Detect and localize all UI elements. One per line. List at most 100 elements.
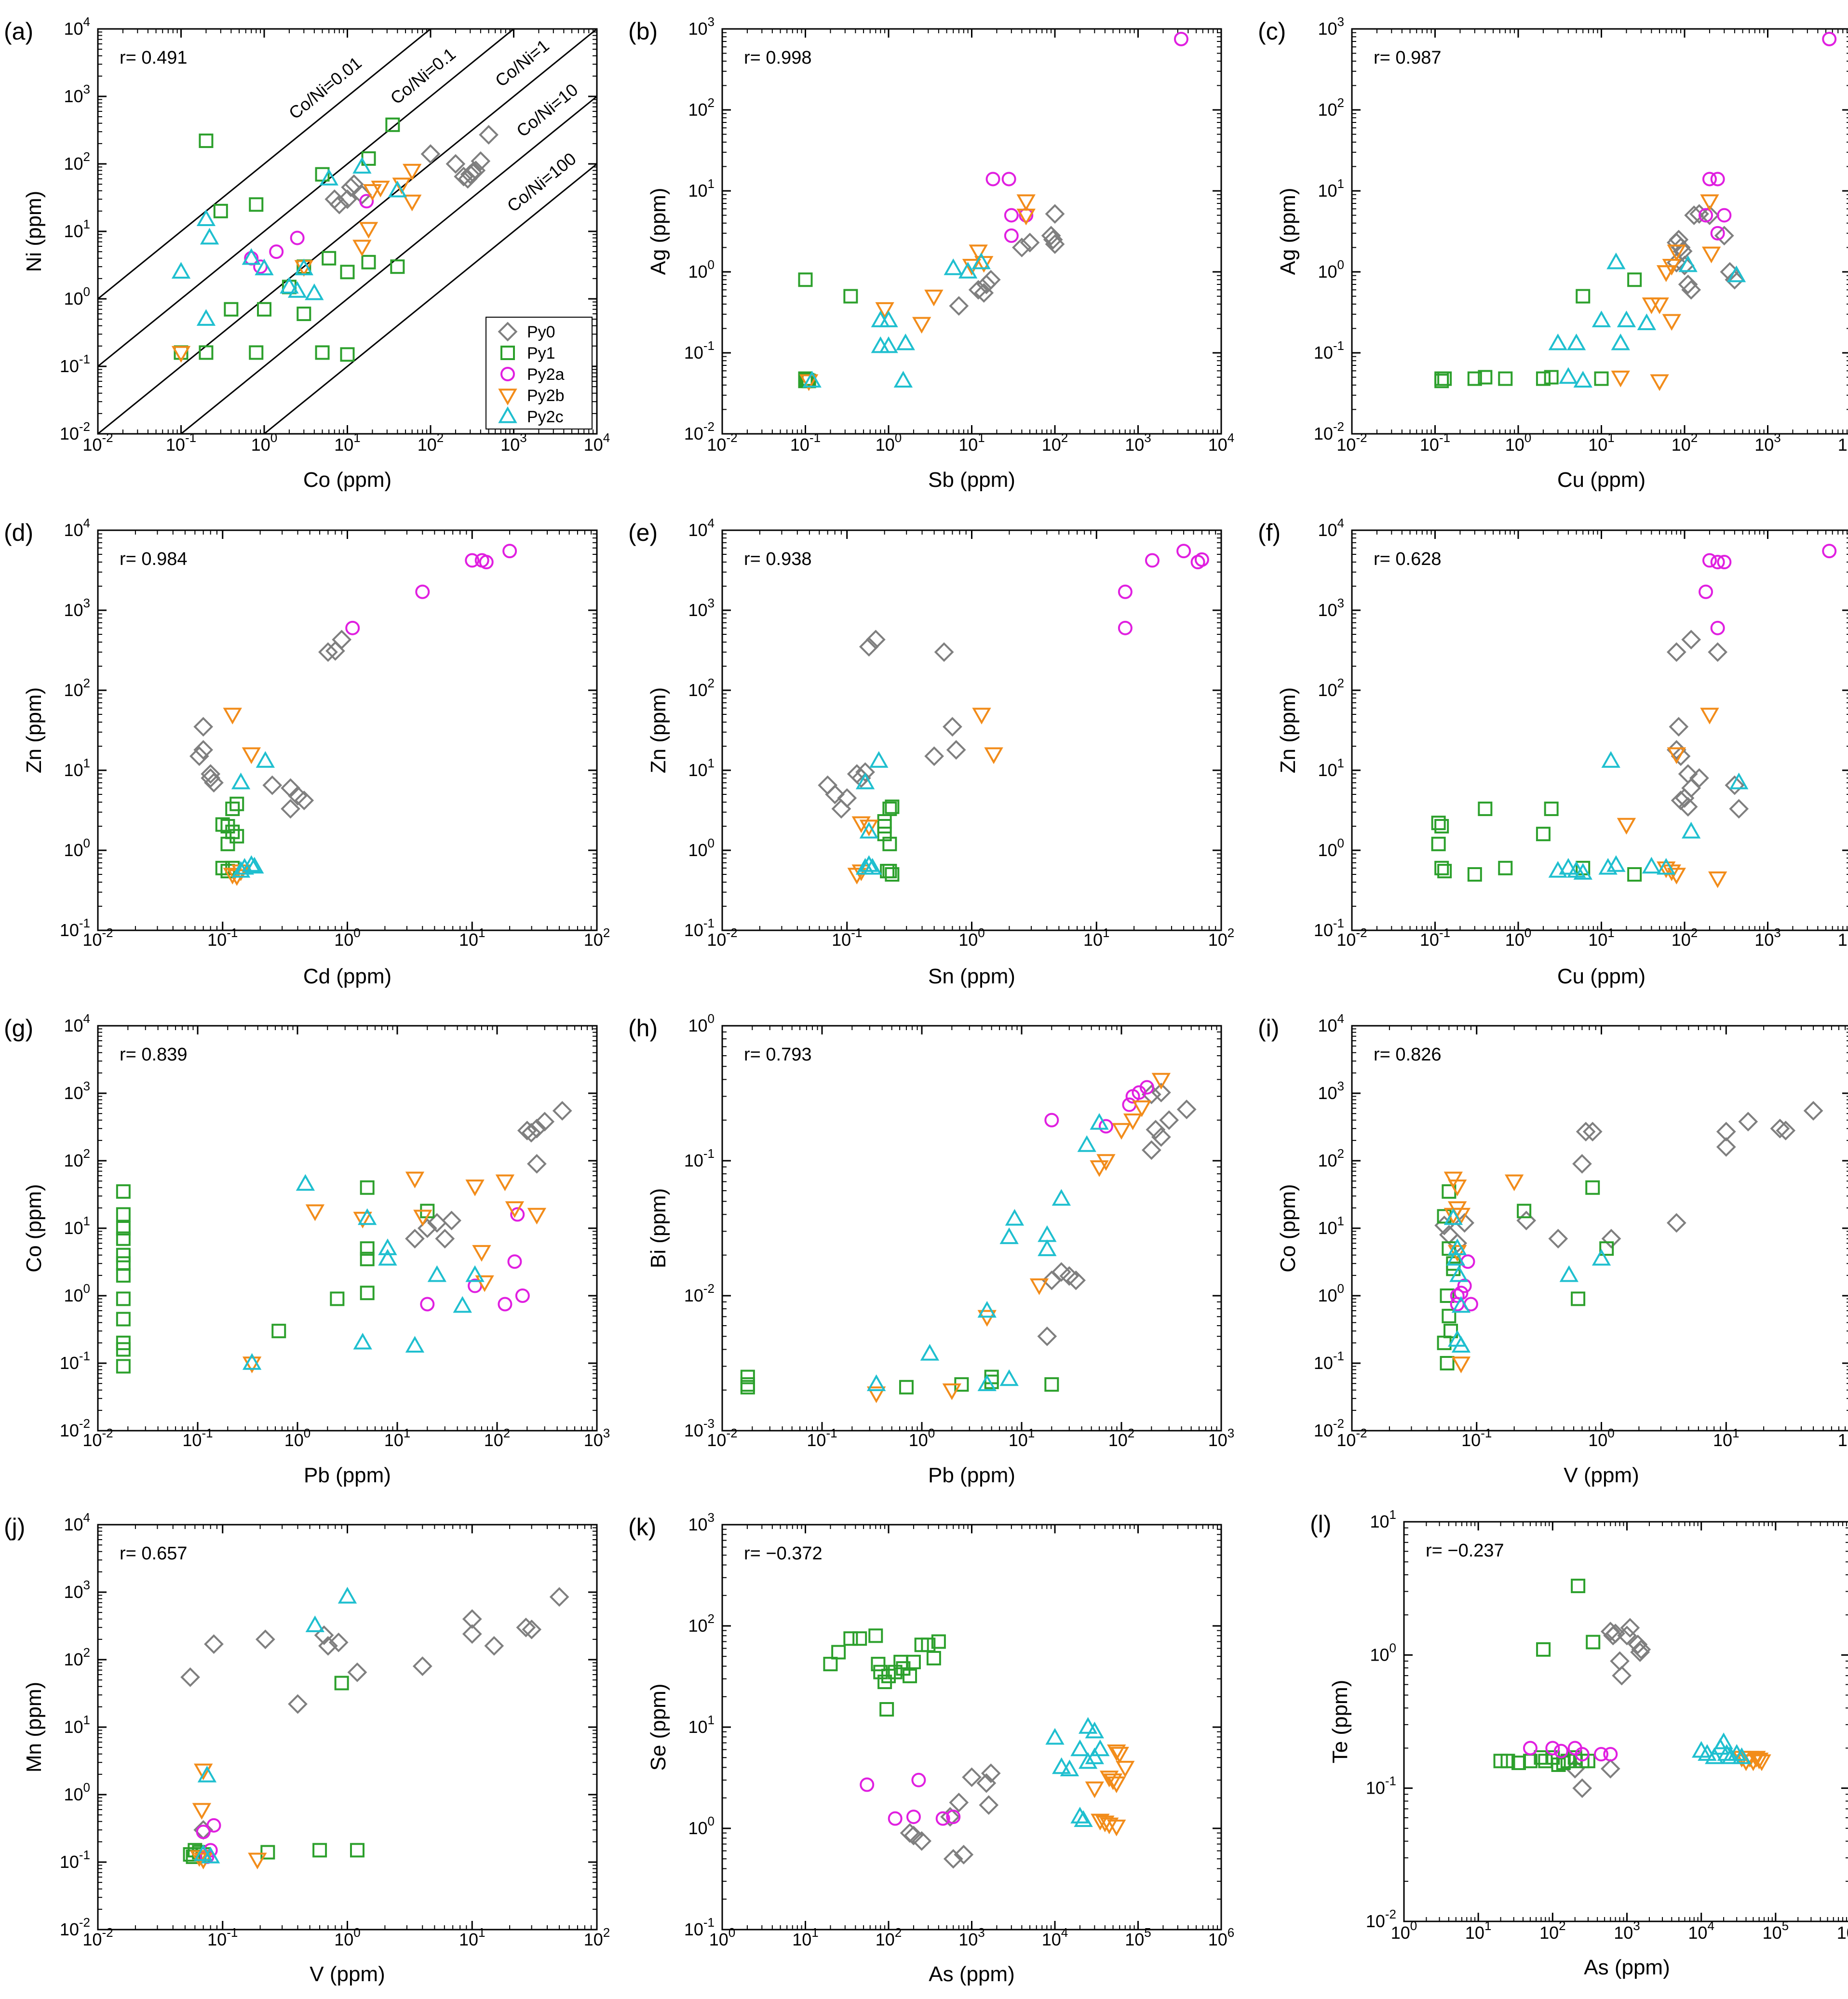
data-point-py2a	[1594, 1747, 1609, 1762]
x-axis-label: Pb (ppm)	[928, 1463, 1015, 1487]
data-point-py1	[1440, 1356, 1455, 1370]
y-tick-label: 10-2	[60, 1416, 90, 1440]
y-tick-label: 104	[1318, 1011, 1344, 1035]
data-point-py2b	[1650, 374, 1669, 391]
data-point-py0	[946, 740, 966, 760]
data-point-py2c	[1451, 1296, 1471, 1313]
data-point-py2b	[1090, 1160, 1109, 1177]
x-tick-label: 104	[1838, 926, 1848, 950]
data-point-py1	[931, 1634, 946, 1649]
data-point-py2c	[358, 1208, 377, 1225]
data-point-py1	[1437, 864, 1452, 879]
data-point-py2b	[1447, 1245, 1467, 1262]
data-point-py2b	[799, 374, 819, 391]
y-axis-label: Co (ppm)	[22, 1184, 46, 1272]
data-point-py2a	[510, 1207, 525, 1222]
data-point-py2c	[1611, 333, 1630, 350]
data-point-py0	[1176, 1100, 1197, 1119]
data-point-py2b	[413, 1209, 432, 1227]
data-point-py1	[1576, 289, 1591, 304]
y-tick-label: 10-2	[1314, 419, 1344, 443]
legend-label: Py2b	[527, 387, 565, 405]
data-point-py2b	[1642, 297, 1661, 314]
data-point-py2c	[1085, 1747, 1104, 1764]
data-point-py0	[1610, 1651, 1630, 1671]
data-point-py2c	[305, 283, 324, 300]
data-point-py1	[868, 1628, 883, 1643]
data-point-py2c	[1617, 310, 1636, 327]
data-point-py2b	[912, 317, 931, 334]
data-point-py1	[879, 1702, 894, 1717]
legend-label: Py2a	[527, 365, 565, 384]
data-point-py2c	[1678, 255, 1698, 272]
x-tick-label: 102	[1838, 1426, 1848, 1450]
data-points	[1493, 1579, 1771, 1798]
data-point-py2c	[1606, 855, 1626, 872]
y-tick-label: 102	[1318, 95, 1344, 120]
plot-frame	[97, 1524, 598, 1931]
data-point-py1	[116, 1359, 131, 1374]
data-point-py0	[180, 1667, 200, 1687]
data-point-py1	[1437, 371, 1452, 386]
data-point-py2b	[305, 1204, 325, 1221]
y-tick-label: 101	[1370, 1507, 1396, 1531]
data-point-py1	[798, 272, 813, 287]
data-point-py2a	[935, 1811, 950, 1826]
data-point-py2c	[280, 277, 299, 294]
data-point-py0	[479, 125, 499, 145]
data-point-py2c	[1606, 252, 1626, 269]
data-point-py2c	[378, 1238, 397, 1255]
data-point-py1	[1467, 867, 1482, 882]
data-point-py2a	[1710, 172, 1725, 187]
y-tick-label: 10-1	[60, 916, 90, 940]
data-point-py1	[882, 836, 897, 851]
data-point-py1	[220, 836, 235, 851]
x-axis-label: Cd (ppm)	[303, 965, 391, 988]
data-point-py2c	[1005, 1208, 1025, 1226]
panel-letter: (i)	[1258, 1015, 1279, 1042]
x-tick-label: 103	[1125, 430, 1151, 455]
data-point-py0	[1572, 1778, 1592, 1798]
data-point-py1	[116, 1231, 131, 1246]
y-tick-label: 101	[64, 756, 90, 780]
data-point-py0	[201, 768, 221, 788]
data-point-py2c	[1446, 1248, 1466, 1266]
data-point-py2a	[1044, 1113, 1059, 1127]
data-point-py2c	[1592, 1248, 1611, 1266]
data-point-py2a	[498, 1297, 513, 1312]
data-point-py2c	[1070, 1739, 1090, 1757]
data-point-py2c	[1698, 1744, 1717, 1761]
data-point-py2b	[1099, 1817, 1119, 1835]
data-points	[180, 1586, 569, 1870]
data-point-py2b	[924, 289, 944, 307]
data-point-py2b	[371, 180, 390, 198]
data-point-py1	[340, 347, 355, 362]
legend-marker-py2c	[498, 406, 517, 423]
data-point-py2a	[1699, 208, 1713, 223]
data-point-py2b	[505, 1201, 525, 1218]
y-axis-label: Co (ppm)	[1276, 1184, 1300, 1272]
data-point-py2a	[888, 1811, 903, 1826]
data-point-py0	[943, 717, 962, 737]
x-tick-label: 102	[1672, 926, 1698, 950]
data-point-py1	[1585, 1180, 1600, 1195]
data-point-py0	[1012, 238, 1032, 257]
data-point-py1	[926, 1650, 941, 1665]
y-tick-label: 102	[688, 95, 715, 120]
data-point-py2c	[235, 858, 255, 875]
data-point-py2b	[847, 868, 866, 885]
y-axis-label: Zn (ppm)	[1276, 687, 1300, 773]
data-point-py0	[1151, 1083, 1171, 1102]
ratio-line	[263, 163, 597, 434]
data-point-py0	[859, 637, 879, 657]
data-point-py1	[116, 1184, 131, 1199]
data-point-py2a	[1001, 172, 1016, 187]
data-point-py2a	[1004, 228, 1019, 243]
y-tick-label: 104	[1318, 516, 1344, 540]
y-tick-label: 10-1	[60, 352, 90, 376]
data-point-py1	[322, 251, 337, 266]
data-point-py0	[1700, 205, 1720, 225]
y-tick-label: 10-3	[684, 1416, 715, 1440]
data-point-py0	[837, 788, 857, 808]
